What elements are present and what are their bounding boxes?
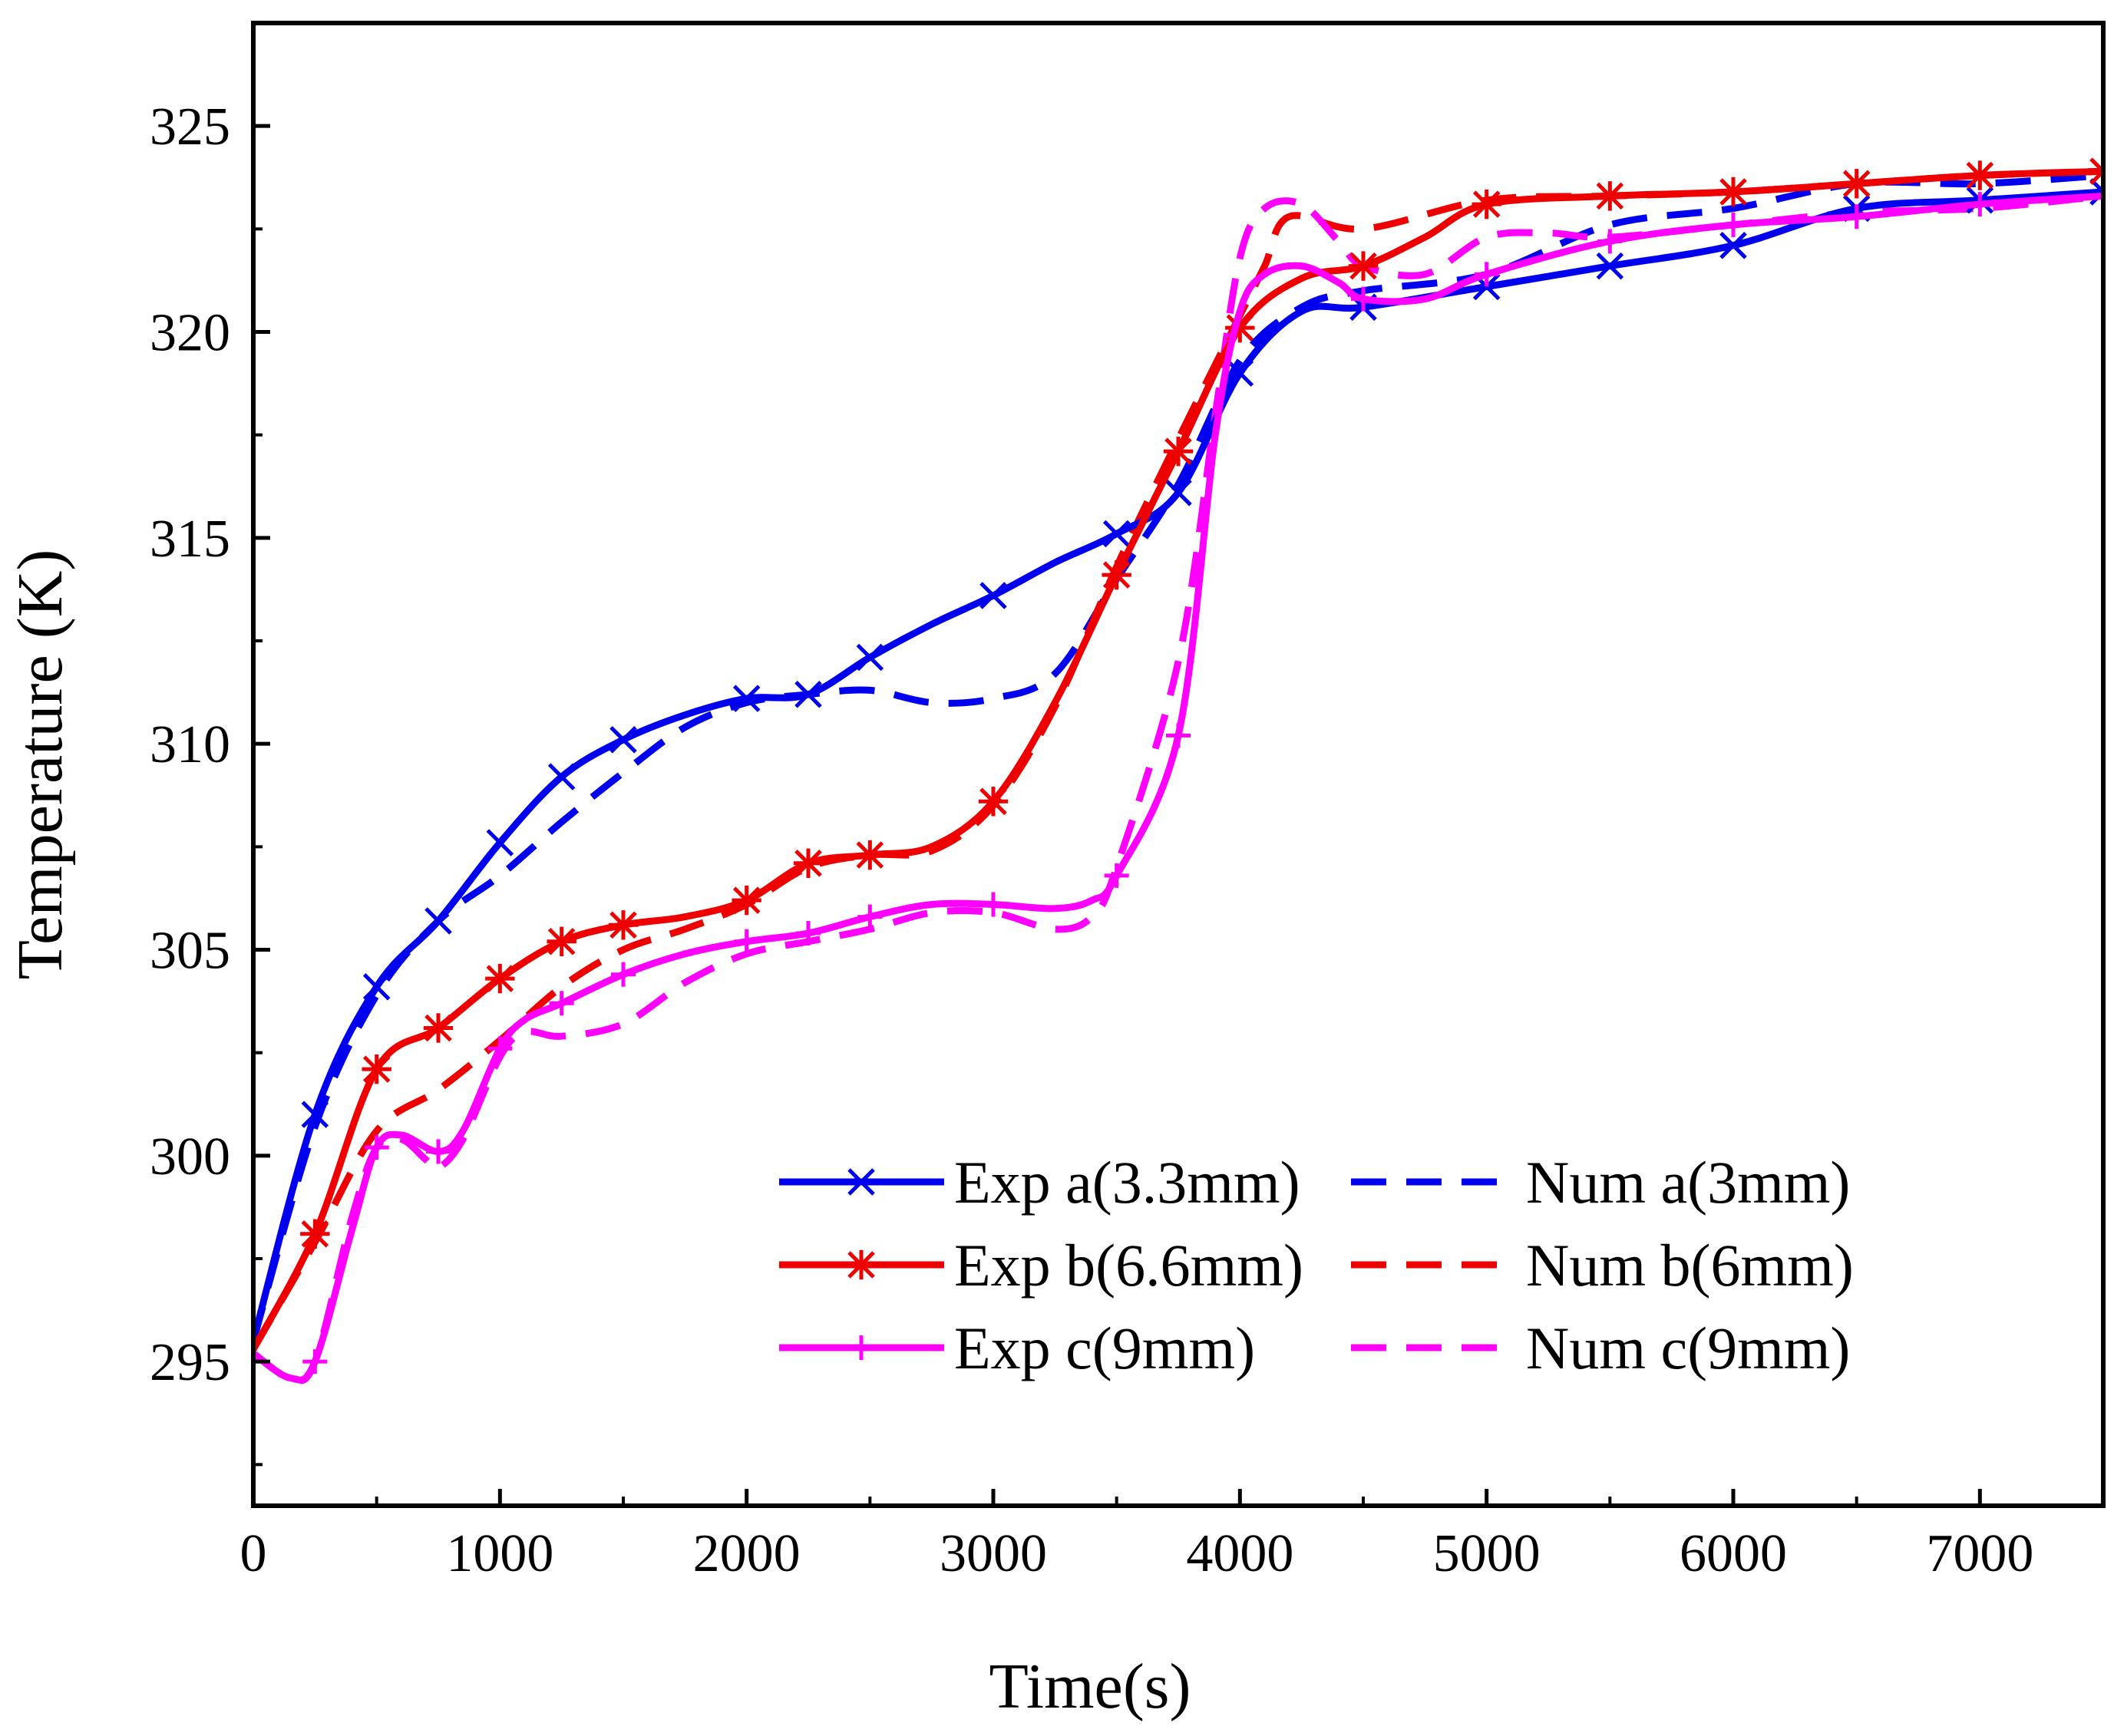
x-axis-title: Time(s) <box>989 1651 1191 1722</box>
data-point-marker <box>1163 436 1194 467</box>
data-point-marker <box>485 963 515 994</box>
y-tick-label: 300 <box>150 1127 230 1186</box>
data-point-marker <box>732 685 761 712</box>
data-point-marker <box>1844 204 1869 229</box>
legend-label: Num a(3mm) <box>1526 1149 1850 1216</box>
data-point-marker <box>793 848 824 878</box>
x-tick-label: 7000 <box>1926 1524 2033 1583</box>
legend-label: Exp c(9mm) <box>954 1315 1255 1381</box>
data-point-marker <box>981 892 1006 917</box>
series-line-num-a-3mm <box>253 172 2103 1342</box>
data-point-marker <box>609 726 637 754</box>
legend-label: Num c(9mm) <box>1526 1315 1850 1381</box>
y-tick-label: 305 <box>150 922 230 981</box>
data-point-marker <box>362 973 391 1001</box>
data-point-marker <box>549 991 574 1016</box>
series-line-exp-a-3-3mm <box>253 188 2103 1342</box>
legend-entry: Num b(6mm) <box>1351 1232 1854 1299</box>
data-point-marker <box>608 910 639 940</box>
data-point-marker <box>1474 262 1499 287</box>
data-point-marker <box>1226 359 1254 387</box>
data-point-marker <box>1965 160 1995 190</box>
data-point-marker <box>1351 286 1376 312</box>
data-point-marker <box>1472 189 1501 219</box>
data-point-marker <box>855 840 885 870</box>
data-point-marker <box>794 680 822 708</box>
data-point-marker <box>423 1013 454 1043</box>
legend-entry: Exp c(9mm) <box>779 1315 1255 1381</box>
data-point-marker <box>424 907 452 935</box>
data-point-marker <box>426 1139 451 1164</box>
data-point-marker <box>1348 251 1379 281</box>
data-point-marker <box>1104 863 1129 888</box>
data-point-marker <box>302 1349 328 1375</box>
legend-marker <box>849 1335 874 1360</box>
y-tick-label: 315 <box>150 510 230 569</box>
data-point-marker <box>301 1101 329 1128</box>
data-point-marker <box>796 921 821 946</box>
legend-label: Num b(6mm) <box>1526 1232 1854 1299</box>
data-point-marker <box>1596 252 1624 280</box>
legend-entry: Exp a(3.3mm) <box>779 1149 1300 1216</box>
data-point-marker <box>364 1135 389 1160</box>
data-point-marker <box>300 1219 330 1249</box>
series-num-a-3mm <box>253 172 2103 1342</box>
data-point-marker <box>1841 169 1871 199</box>
data-point-marker <box>1967 192 1993 217</box>
data-point-marker <box>362 1054 391 1084</box>
y-tick-label: 310 <box>150 715 230 774</box>
y-tick-label: 325 <box>150 97 230 157</box>
data-point-marker <box>1164 479 1192 507</box>
data-point-marker <box>1719 232 1747 259</box>
data-point-marker <box>1166 723 1191 748</box>
x-tick-label: 1000 <box>446 1524 553 1583</box>
data-point-marker <box>2091 183 2103 209</box>
data-point-marker <box>547 763 576 790</box>
data-point-marker <box>547 926 576 956</box>
x-tick-label: 3000 <box>940 1524 1047 1583</box>
data-point-marker <box>732 885 761 916</box>
data-point-marker <box>1721 212 1746 237</box>
series-exp-b-6-6mm <box>253 157 2103 1352</box>
x-tick-label: 6000 <box>1680 1524 1787 1583</box>
data-point-marker <box>611 962 636 987</box>
legend-entry: Num c(9mm) <box>1351 1315 1850 1381</box>
legend-label: Exp a(3.3mm) <box>954 1149 1300 1216</box>
x-tick-label: 0 <box>240 1524 267 1583</box>
y-axis-title: Temperature (K) <box>5 550 76 980</box>
legend-entry: Num a(3mm) <box>1351 1149 1850 1216</box>
data-point-marker <box>1718 177 1749 207</box>
legend-marker <box>846 1249 877 1280</box>
legend-entry: Exp b(6.6mm) <box>779 1232 1303 1299</box>
y-tick-label: 320 <box>150 304 230 363</box>
x-tick-label: 2000 <box>693 1524 801 1583</box>
data-point-marker <box>1102 559 1131 590</box>
series-line-num-c-9mm <box>253 192 2103 1385</box>
data-point-marker <box>857 904 883 929</box>
series-num-c-9mm <box>253 192 2103 1385</box>
data-point-marker <box>1597 229 1623 254</box>
data-point-marker <box>978 787 1009 817</box>
data-point-marker <box>1102 520 1131 548</box>
legend-label: Exp b(6.6mm) <box>954 1232 1303 1299</box>
series-layer <box>253 157 2103 1385</box>
legend-marker <box>847 1168 875 1196</box>
ticks-layer: 0 1000 2000 3000 4000 5000 6000 7000 295 300 305 31… <box>150 97 2033 1583</box>
data-point-marker <box>2089 178 2103 206</box>
data-point-marker <box>487 1036 513 1061</box>
x-tick-label: 4000 <box>1186 1524 1293 1583</box>
legend: Exp a(3.3mm) Exp b(6.6mm) Exp c(9mm) Num a(… <box>779 1149 1854 1381</box>
plot-frame <box>251 21 2106 1508</box>
data-point-marker <box>1595 181 1625 211</box>
data-point-marker <box>2088 157 2103 186</box>
data-point-marker <box>979 582 1007 609</box>
series-exp-c-9mm <box>253 183 2103 1384</box>
data-point-marker <box>486 829 514 856</box>
x-tick-label: 5000 <box>1433 1524 1541 1583</box>
y-tick-label: 295 <box>150 1333 230 1392</box>
data-point-marker <box>856 643 884 672</box>
data-point-marker <box>734 929 759 954</box>
